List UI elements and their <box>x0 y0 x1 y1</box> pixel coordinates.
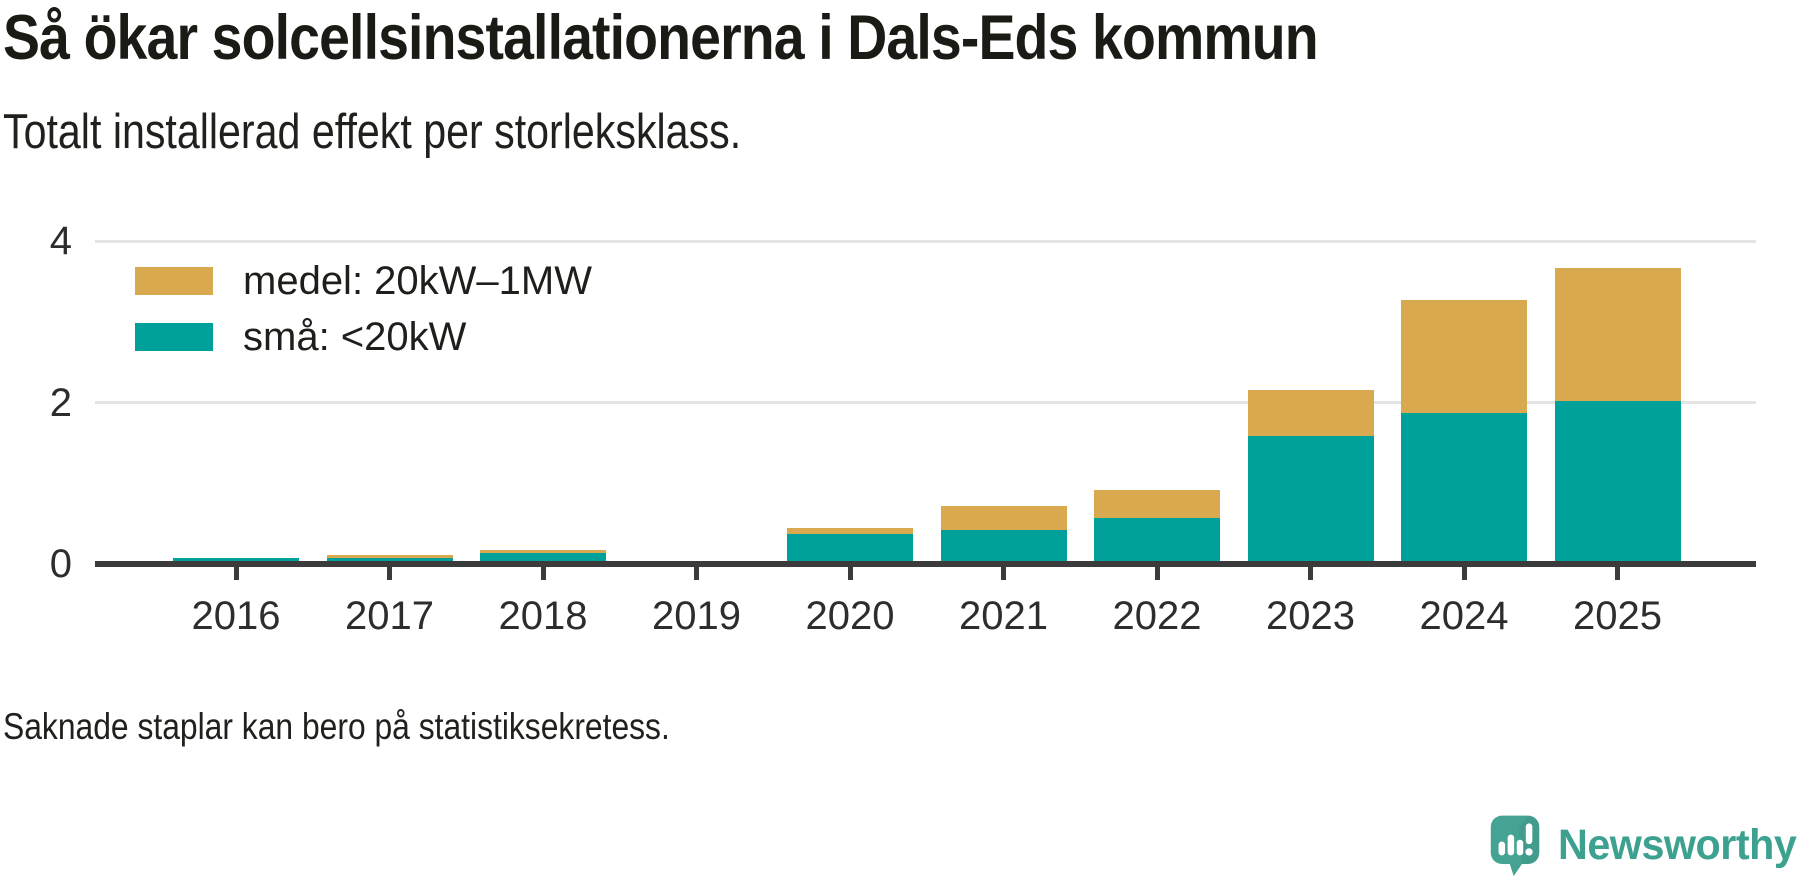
x-label-2018: 2018 <box>498 594 588 638</box>
footnote: Saknade staplar kan bero på statistiksek… <box>3 706 670 747</box>
bar-segment-sma-2024 <box>1401 412 1527 564</box>
x-label-2017: 2017 <box>345 594 434 638</box>
legend-item-medel: medel: 20kW–1MW <box>135 259 592 303</box>
legend-item-sma: små: <20kW <box>135 315 592 359</box>
x-tick-2021 <box>1001 567 1006 580</box>
bar-segment-sma-2022 <box>1094 517 1220 564</box>
chart-subtitle: Totalt installerad effekt per storlekskl… <box>3 105 742 159</box>
newsworthy-logo-icon <box>1490 815 1540 877</box>
x-tick-2022 <box>1154 567 1160 580</box>
bar-segment-sma-2025 <box>1554 400 1681 564</box>
x-label-2025: 2025 <box>1573 594 1662 638</box>
x-label-2020: 2020 <box>805 594 895 638</box>
legend-swatch-medel <box>135 267 213 295</box>
bar-segment-medel-2024 <box>1401 299 1527 413</box>
x-tick-2020 <box>847 567 853 580</box>
bar-segment-sma-2023 <box>1247 435 1374 564</box>
x-tick-2024 <box>1461 567 1467 580</box>
newsworthy-wordmark: Newsworthy <box>1558 820 1797 869</box>
y-tick-label-4: 4 <box>49 219 72 263</box>
x-tick-2023 <box>1308 567 1313 580</box>
bar-segment-sma-2021 <box>940 530 1067 564</box>
x-label-2024: 2024 <box>1419 594 1509 638</box>
gridline-2 <box>95 401 1756 404</box>
x-label-2021: 2021 <box>959 594 1048 638</box>
bar-segment-medel-2021 <box>940 505 1067 531</box>
bar-segment-medel-2022 <box>1094 489 1220 518</box>
bar-segment-sma-2020 <box>787 534 913 564</box>
x-tick-2025 <box>1615 567 1620 580</box>
bar-segment-medel-2025 <box>1554 267 1681 401</box>
bar-segment-medel-2023 <box>1247 389 1374 436</box>
x-tick-2019 <box>694 567 699 580</box>
legend-label-sma: små: <20kW <box>243 314 467 359</box>
x-label-2022: 2022 <box>1112 594 1202 638</box>
x-label-2016: 2016 <box>191 594 281 638</box>
x-tick-2016 <box>233 567 239 580</box>
x-tick-2017 <box>387 567 392 580</box>
x-label-2023: 2023 <box>1266 594 1355 638</box>
bar-segment-sma-2016 <box>173 557 299 564</box>
legend: medel: 20kW–1MW små: <20kW <box>135 259 592 379</box>
y-tick-label-0: 0 <box>49 542 72 586</box>
bar-segment-medel-2020 <box>787 527 913 535</box>
bar-segment-medel-2017 <box>326 555 453 558</box>
legend-label-medel: medel: 20kW–1MW <box>243 258 592 303</box>
gridline-4 <box>95 239 1756 243</box>
chart-title: Så ökar solcellsinstallationerna i Dals-… <box>3 3 1319 73</box>
bar-segment-medel-2018 <box>480 550 606 553</box>
bar-segment-sma-2018 <box>480 552 606 564</box>
x-tick-2018 <box>540 567 546 580</box>
bar-segment-sma-2017 <box>326 557 453 564</box>
legend-swatch-sma <box>135 323 213 351</box>
newsworthy-branding: Newsworthy <box>1488 813 1800 877</box>
x-axis-line <box>95 561 1756 567</box>
y-tick-label-2: 2 <box>49 380 72 425</box>
x-label-2019: 2019 <box>652 594 741 638</box>
